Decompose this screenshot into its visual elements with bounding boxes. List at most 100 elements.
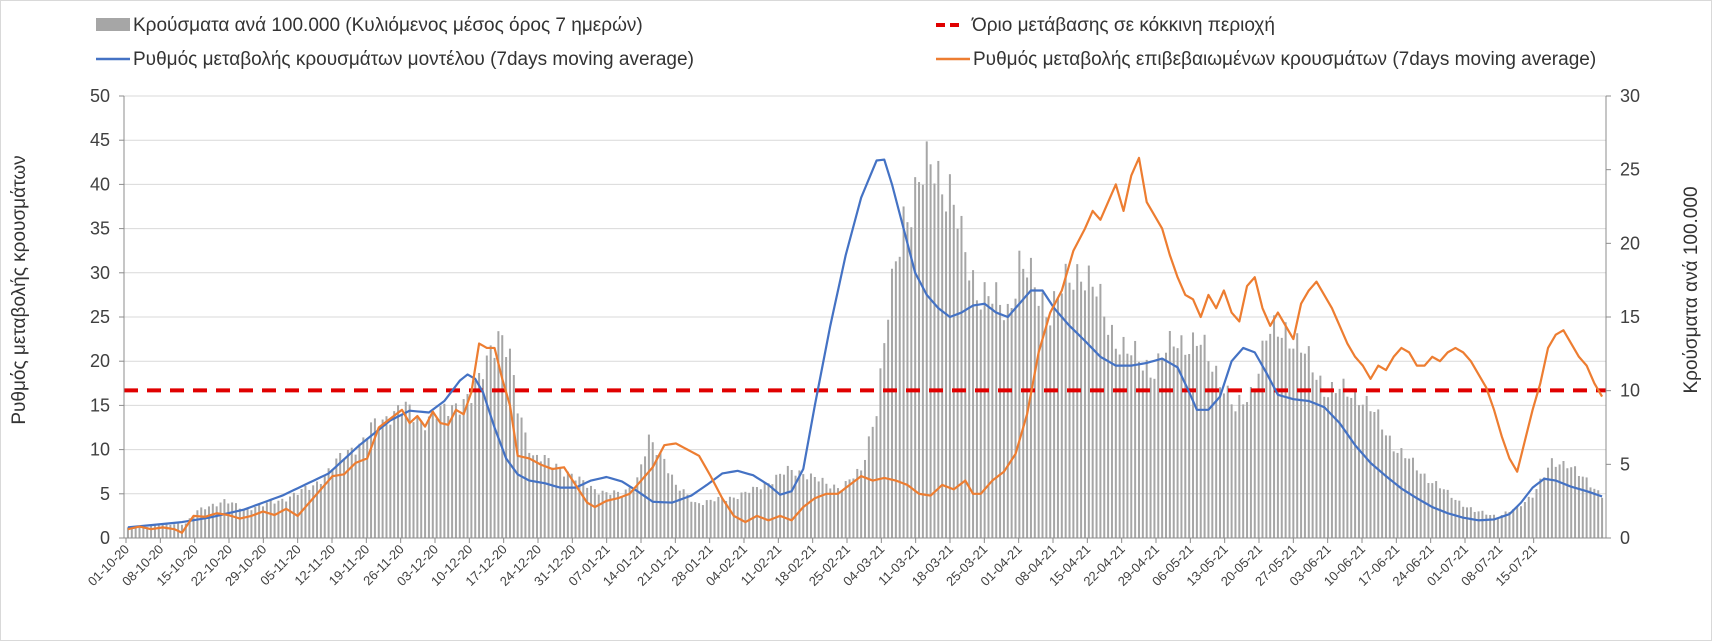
confirmed-line	[127, 156, 1604, 534]
bar	[914, 177, 917, 538]
bar	[389, 424, 392, 538]
bar	[1099, 283, 1102, 538]
bar	[690, 501, 693, 538]
bar	[763, 482, 766, 538]
legend: Κρούσματα ανά 100.000 (Κυλιόμενος μέσος …	[96, 15, 1596, 70]
bar	[1454, 499, 1457, 538]
bar	[848, 479, 851, 538]
bar	[289, 496, 292, 538]
bar	[547, 458, 550, 538]
bar	[902, 206, 905, 538]
bar	[771, 484, 774, 538]
bar	[501, 335, 504, 538]
bar	[281, 498, 284, 538]
bar	[1219, 387, 1222, 538]
bar	[1338, 388, 1341, 538]
bar	[945, 211, 948, 538]
bar	[1574, 466, 1577, 538]
bar	[1489, 515, 1492, 538]
bar	[1431, 483, 1434, 538]
bar	[559, 468, 562, 538]
bar	[1080, 281, 1083, 538]
bar	[184, 523, 187, 538]
bar	[1176, 348, 1179, 538]
bar	[1122, 336, 1125, 538]
bar	[570, 473, 573, 538]
bar	[1199, 344, 1202, 538]
bar	[987, 296, 990, 538]
y-right-tick-label: 0	[1620, 528, 1630, 548]
bar	[1388, 435, 1391, 538]
bar	[481, 379, 484, 538]
bar	[1330, 382, 1333, 538]
bar	[1103, 316, 1106, 538]
bar	[478, 372, 481, 538]
bar	[435, 418, 438, 538]
bar	[956, 228, 959, 538]
bar	[1570, 467, 1573, 538]
bar	[1473, 511, 1476, 538]
bar	[844, 481, 847, 538]
bar	[1137, 361, 1140, 538]
bar	[1400, 448, 1403, 538]
y-right-tick-label: 30	[1620, 86, 1640, 106]
bar	[512, 375, 515, 538]
bar	[686, 494, 689, 538]
bar	[1045, 317, 1048, 538]
bar	[207, 506, 210, 538]
bar	[601, 490, 604, 538]
y-right-tick-label: 15	[1620, 307, 1640, 327]
bar	[1357, 405, 1360, 538]
bar	[1083, 290, 1086, 538]
bar	[1026, 277, 1029, 538]
legend-model-label: Ρυθμός μεταβολής κρουσμάτων μοντέλου (7d…	[133, 49, 694, 70]
y-left-axis-title: Ρυθμός μεταβολής κρουσμάτων	[9, 155, 30, 424]
bar	[335, 458, 338, 538]
bar	[551, 467, 554, 538]
legend-confirmed-label: Ρυθμός μεταβολής επιβεβαιωμένων κρουσμάτ…	[973, 49, 1596, 70]
bar	[1134, 340, 1137, 538]
bar	[1203, 334, 1206, 538]
bar	[188, 518, 191, 538]
bar	[1442, 489, 1445, 538]
bar	[1354, 389, 1357, 538]
bar	[1365, 396, 1368, 538]
bar	[1535, 489, 1538, 538]
bar	[358, 443, 361, 538]
bar	[1265, 340, 1268, 538]
bar	[1300, 352, 1303, 538]
bar	[1053, 291, 1056, 538]
bar	[721, 498, 724, 538]
bar	[292, 492, 295, 538]
bar	[1377, 409, 1380, 538]
bar	[555, 463, 558, 538]
y-left-tick-label: 35	[90, 219, 110, 239]
bar	[836, 488, 839, 538]
bar	[277, 500, 280, 538]
axes	[119, 95, 1611, 539]
bar	[941, 194, 944, 538]
bar	[628, 487, 631, 538]
bar	[138, 526, 141, 538]
bar	[1165, 352, 1167, 538]
bar	[1157, 353, 1160, 538]
bar	[1238, 394, 1241, 538]
bar	[1531, 497, 1534, 538]
bar	[200, 507, 203, 538]
bar	[840, 490, 843, 538]
bar	[1404, 458, 1407, 538]
bar	[713, 501, 716, 538]
bar	[1512, 509, 1515, 538]
bar	[682, 489, 685, 538]
bar	[1523, 502, 1526, 538]
bar	[1226, 385, 1229, 538]
bar	[1508, 511, 1511, 538]
bar	[933, 183, 936, 539]
bar	[161, 524, 164, 538]
bar	[285, 501, 288, 538]
bar	[246, 507, 249, 538]
bar	[1068, 282, 1071, 538]
bar	[489, 345, 492, 538]
bar	[705, 500, 708, 538]
